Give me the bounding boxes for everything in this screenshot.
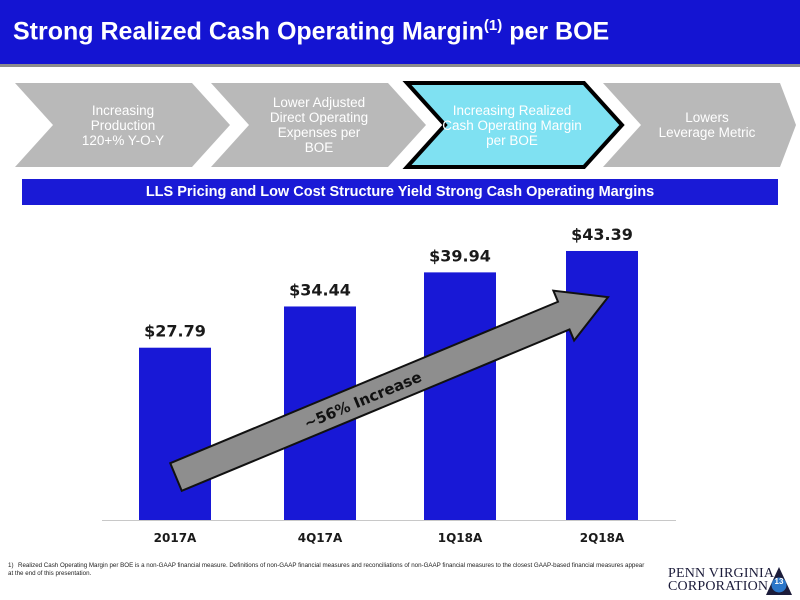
- footnote: 1) Realized Cash Operating Margin per BOE…: [8, 562, 648, 578]
- title-divider: [0, 64, 800, 67]
- x-tick-label-2017A: 2017A: [154, 531, 197, 545]
- data-label-1Q18A: $39.94: [429, 246, 491, 265]
- logo-triangle-icon: 13: [765, 566, 793, 596]
- company-logo: PENN VIRGINIA CORPORATION 13: [668, 566, 794, 596]
- x-tick-label-2Q18A: 2Q18A: [580, 531, 625, 545]
- process-arrows: [15, 81, 796, 169]
- x-tick-label-1Q18A: 1Q18A: [438, 531, 483, 545]
- footnote-mark: 1): [8, 562, 14, 569]
- footnote-text: Realized Cash Operating Margin per BOE i…: [8, 562, 645, 577]
- step-label-1: Increasing Production 120+% Y-O-Y: [81, 102, 165, 148]
- step-arrow-2: [211, 83, 426, 167]
- title-tail: per BOE: [502, 17, 610, 46]
- logo-line-1: PENN VIRGINIA: [668, 566, 775, 581]
- chart-banner: LLS Pricing and Low Cost Structure Yield…: [22, 179, 778, 205]
- slide-title: Strong Realized Cash Operating Margin(1)…: [0, 0, 800, 64]
- data-label-2Q18A: $43.39: [571, 225, 633, 244]
- increase-arrow-shape: [168, 289, 610, 493]
- bar-2017A: [139, 347, 211, 520]
- logo-line-2: CORPORATION: [668, 579, 769, 594]
- step-arrow-4: [603, 83, 796, 167]
- margin-bar-chart: $27.79 2017A $34.44 4Q17A $39.94 1Q18A $43.39 2…: [102, 225, 676, 545]
- step-arrow-3: [402, 81, 625, 169]
- step-arrow-1: [15, 83, 230, 167]
- title-main: Strong Realized Cash Operating Margin: [13, 17, 484, 46]
- step-label-2: Lower Adjusted Direct Operating Expenses…: [269, 95, 369, 155]
- bar-1Q18A: [424, 272, 496, 520]
- page-number: 13: [774, 577, 784, 586]
- process-steps: Increasing Production 120+% Y-O-Y Lower …: [0, 80, 800, 170]
- data-label-2017A: $27.79: [144, 322, 206, 341]
- title-footnote-ref: (1): [483, 17, 503, 34]
- bar-2Q18A: [566, 250, 638, 520]
- x-tick-label-4Q17A: 4Q17A: [298, 531, 343, 545]
- data-label-4Q17A: $34.44: [289, 280, 351, 299]
- step-label-4: Lowers Leverage Metric: [658, 110, 756, 140]
- increase-arrow: ~56% Increase: [168, 289, 610, 493]
- step-label-3: Increasing Realized Cash Operating Margi…: [442, 102, 582, 148]
